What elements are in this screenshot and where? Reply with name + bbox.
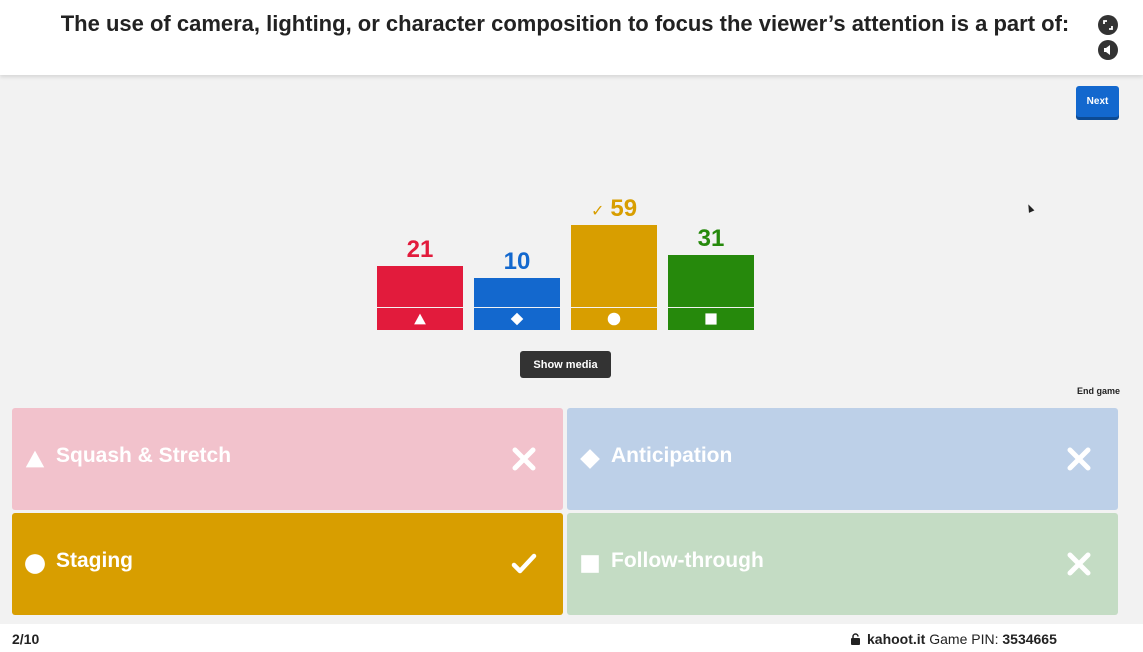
cross-icon [1066, 446, 1092, 472]
bar-base-diamond [474, 308, 560, 330]
lock-icon [851, 633, 860, 645]
bar-triangle [377, 266, 463, 307]
checkmark-icon [511, 551, 537, 577]
bar-base-circle [571, 308, 657, 330]
end-game-link[interactable]: End game [1076, 386, 1120, 396]
circle-icon [607, 312, 621, 326]
bar-count-label: ✓ 59 [571, 195, 657, 223]
diamond-icon [510, 312, 524, 326]
answer-label: Squash & Stretch [56, 444, 232, 467]
bar-count-label: 21 [377, 236, 463, 264]
answer-label: Anticipation [611, 444, 733, 467]
triangle-icon [414, 313, 426, 325]
fullscreen-icon [1103, 20, 1113, 30]
sound-button[interactable] [1098, 40, 1118, 60]
square-icon [581, 555, 599, 573]
answer-shape [24, 553, 46, 575]
show-media-button[interactable]: Show media [520, 351, 611, 378]
triangle-icon [25, 450, 45, 468]
bar-base-triangle [377, 308, 463, 330]
answer-label: Follow-through [611, 549, 764, 572]
diamond-icon [580, 449, 600, 469]
answer-triangle[interactable]: Squash & Stretch [12, 408, 563, 510]
site-name: kahoot.it [867, 631, 926, 647]
square-icon [705, 313, 717, 325]
question-header: The use of camera, lighting, or characte… [0, 0, 1143, 75]
answer-diamond[interactable]: Anticipation [567, 408, 1118, 510]
cross-icon [511, 446, 537, 472]
cross-icon [1066, 551, 1092, 577]
bar-circle [571, 225, 657, 307]
answer-shape [24, 448, 46, 470]
answer-label: Staging [56, 549, 133, 572]
bar-count-value: 59 [610, 195, 638, 222]
correct-check-icon: ✓ [590, 203, 605, 220]
bar-square [668, 255, 754, 307]
circle-icon [25, 554, 45, 574]
bar-count-value: 21 [406, 236, 434, 264]
pin-label: Game PIN: [929, 631, 999, 647]
game-pin-info: kahoot.it Game PIN: 3534665 [850, 631, 1057, 647]
bar-count-value: 10 [503, 248, 531, 276]
question-text: The use of camera, lighting, or characte… [60, 11, 1070, 36]
pin-value: 3534665 [1002, 631, 1057, 647]
mouse-cursor [1025, 203, 1035, 213]
answer-square[interactable]: Follow-through [567, 513, 1118, 615]
question-progress: 2/10 [12, 631, 40, 647]
bar-count-label: 10 [474, 248, 560, 276]
fullscreen-button[interactable] [1098, 15, 1118, 35]
answer-shape [579, 553, 601, 575]
bar-base-square [668, 308, 754, 330]
sound-icon [1104, 45, 1110, 55]
bar-diamond [474, 278, 560, 307]
footer-bar [0, 624, 1143, 652]
next-button[interactable]: Next [1076, 86, 1119, 117]
bar-count-label: 31 [668, 225, 754, 253]
bar-count-value: 31 [697, 225, 725, 253]
answer-circle[interactable]: Staging [12, 513, 563, 615]
answer-shape [579, 448, 601, 470]
